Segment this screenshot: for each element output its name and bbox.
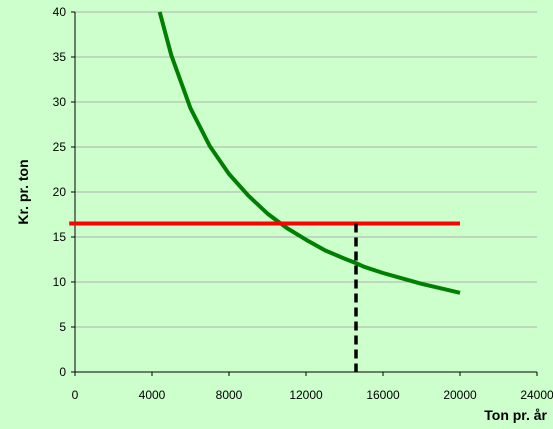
grid [75,11,537,328]
x-tick-label: 20000 [443,388,477,402]
x-tick-label: 12000 [289,388,323,402]
x-tick-label: 8000 [216,388,243,402]
y-tick-label: 20 [53,185,67,199]
x-tick-label: 24000 [520,388,553,402]
y-tick-label: 30 [53,95,67,109]
tick-labels: 0 5 10 15 20 25 30 35 40 0 4000 8000 12000 16000 20000… [53,5,553,402]
axes [71,11,538,376]
x-tick-label: 4000 [139,388,166,402]
x-tick-label: 0 [72,388,79,402]
y-tick-label: 40 [53,5,67,19]
y-tick-label: 35 [53,50,67,64]
x-axis-title: Ton pr. år [484,407,547,423]
y-tick-label: 25 [53,140,67,154]
y-tick-label: 15 [53,230,67,244]
series-layer [69,11,461,372]
x-tick-label: 16000 [366,388,400,402]
y-tick-label: 10 [53,275,67,289]
cost-curve-line [157,11,461,295]
y-tick-label: 0 [59,365,66,379]
y-axis-title: Kr. pr. ton [15,159,31,224]
y-tick-label: 5 [59,320,66,334]
